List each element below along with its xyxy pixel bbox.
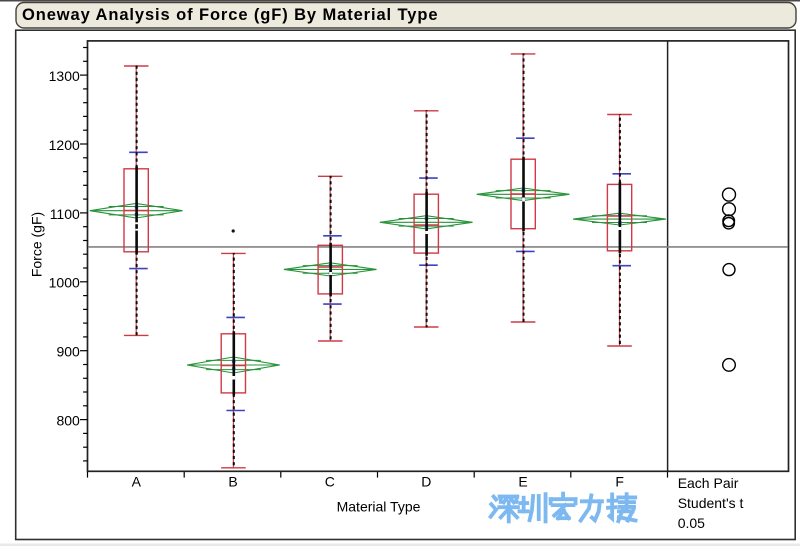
svg-text:C: C [325, 474, 335, 490]
svg-text:Material Type: Material Type [337, 499, 421, 515]
svg-text:E: E [518, 474, 527, 490]
svg-text:1300: 1300 [49, 68, 80, 84]
svg-text:A: A [132, 474, 142, 490]
svg-text:900: 900 [56, 344, 80, 360]
svg-text:1100: 1100 [50, 206, 80, 222]
svg-text:800: 800 [56, 413, 80, 429]
svg-text:Force (gF): Force (gF) [29, 212, 45, 277]
svg-text:Oneway Analysis of Force (gF): Oneway Analysis of Force (gF) By Materia… [22, 6, 438, 24]
svg-text:B: B [228, 474, 237, 490]
svg-text:Each Pair: Each Pair [678, 475, 739, 491]
svg-text:F: F [615, 474, 624, 490]
svg-text:0.05: 0.05 [678, 515, 705, 531]
svg-text:1200: 1200 [49, 137, 80, 153]
svg-text:1000: 1000 [49, 275, 80, 291]
svg-text:Student's t: Student's t [678, 495, 744, 511]
svg-text:D: D [421, 474, 431, 490]
